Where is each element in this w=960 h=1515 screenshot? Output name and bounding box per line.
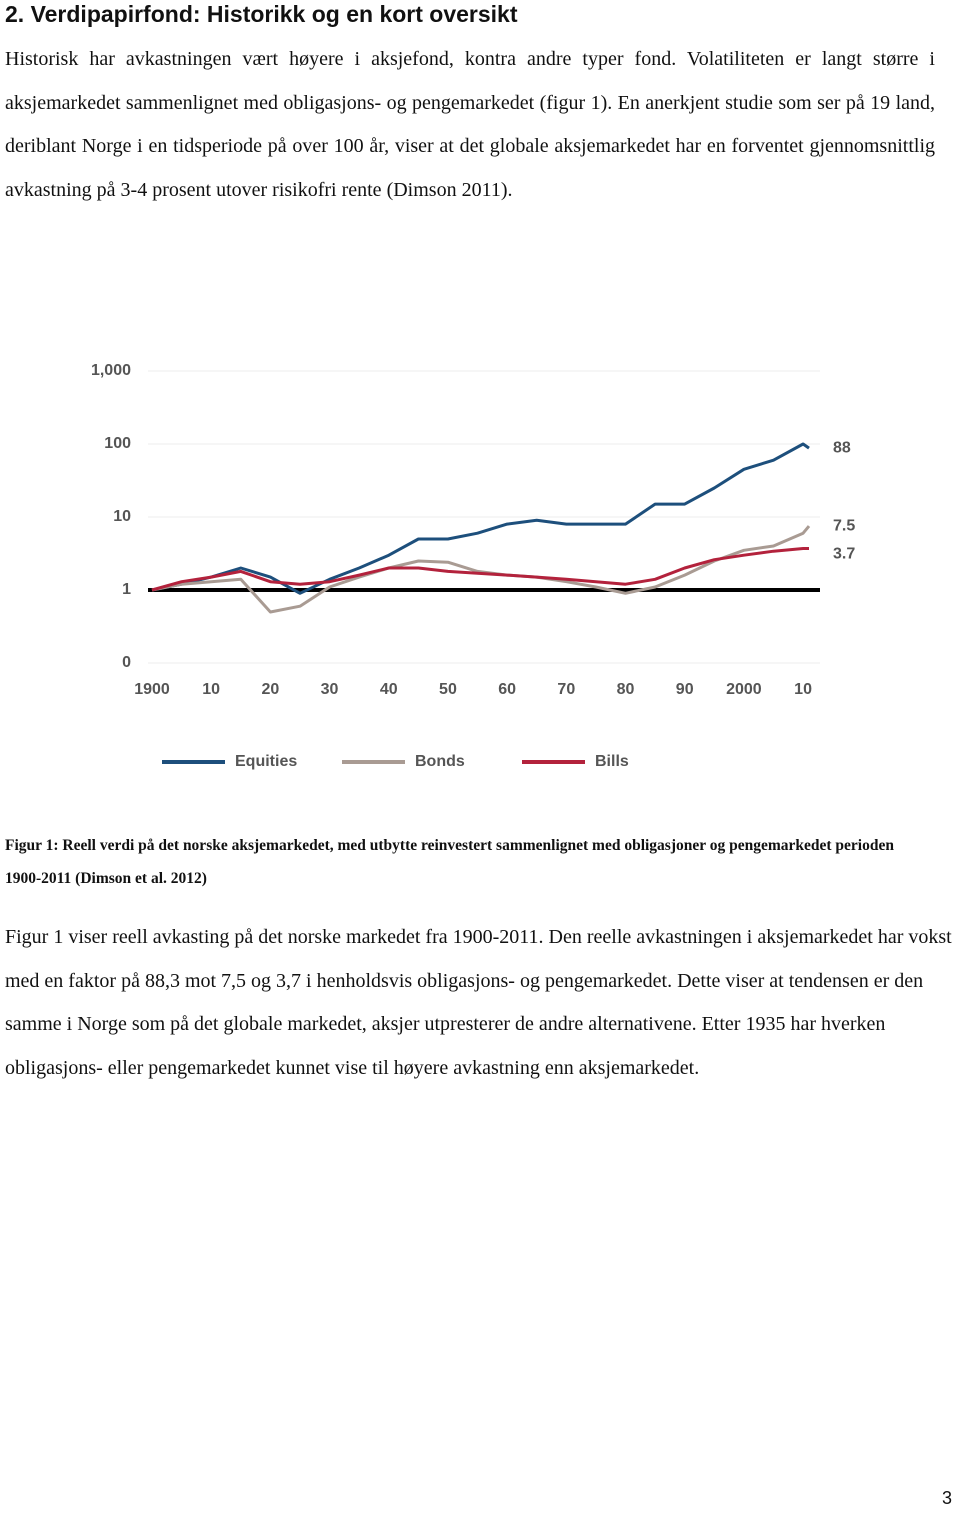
figure-caption: Figur 1: Reell verdi på det norske aksje…	[5, 837, 894, 887]
legend-label: Bills	[595, 753, 629, 770]
series-line	[151, 547, 809, 592]
chart: 0 1 10 100 1,000 1900 10 20 30 40 50 60 70 80 90 2000 10…	[91, 362, 855, 770]
x-tick-label: 1900	[134, 681, 170, 698]
x-tick-label: 10	[794, 681, 812, 698]
x-tick-label: 90	[676, 681, 694, 698]
series-line	[151, 442, 810, 595]
page-number: 3	[941, 1488, 952, 1508]
x-tick-label: 20	[261, 681, 279, 698]
series-line	[151, 525, 811, 614]
y-tick-label: 100	[104, 435, 131, 452]
paragraph: Historisk har avkastningen vært høyere i…	[5, 48, 935, 201]
legend-label: Bonds	[415, 753, 465, 770]
y-tick-label: 10	[113, 508, 131, 525]
end-label: 88	[833, 439, 851, 456]
legend-label: Equities	[235, 753, 297, 770]
plot: 0 1 10 100 1,000 1900 10 20 30 40 50 60 70 80 90 2000 10…	[91, 362, 855, 770]
x-tick-label: 40	[380, 681, 398, 698]
x-tick-label: 10	[202, 681, 220, 698]
x-tick-label: 80	[617, 681, 635, 698]
y-tick-label: 1,000	[91, 362, 131, 379]
heading: 2. Verdipapirfond: Historikk og en kort …	[5, 1, 518, 27]
x-tick-label: 70	[557, 681, 575, 698]
x-tick-label: 30	[321, 681, 339, 698]
end-label: 3.7	[833, 546, 855, 563]
end-label: 7.5	[833, 517, 855, 534]
y-tick-label: 0	[122, 654, 131, 671]
x-tick-label: 50	[439, 681, 457, 698]
x-tick-label: 60	[498, 681, 516, 698]
x-tick-label: 2000	[726, 681, 762, 698]
paragraph: Figur 1 viser reell avkasting på det nor…	[5, 926, 952, 1079]
y-tick-label: 1	[122, 581, 131, 598]
